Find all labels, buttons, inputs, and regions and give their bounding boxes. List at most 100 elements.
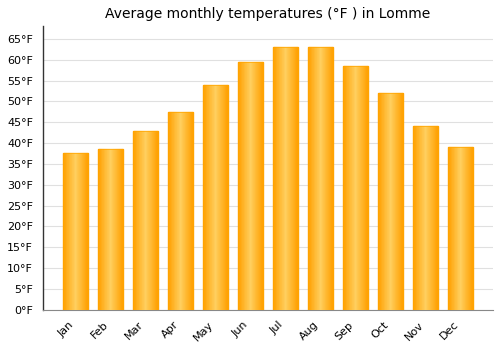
Bar <box>77 154 78 310</box>
Bar <box>345 66 346 310</box>
Bar <box>413 126 414 310</box>
Bar <box>149 131 150 310</box>
Bar <box>240 62 241 310</box>
Bar <box>386 93 388 310</box>
Bar <box>459 147 460 310</box>
Bar <box>145 131 146 310</box>
Bar <box>367 66 368 310</box>
Bar <box>143 131 144 310</box>
Bar <box>382 93 383 310</box>
Bar <box>246 62 248 310</box>
Bar <box>75 154 76 310</box>
Bar <box>151 131 152 310</box>
Bar <box>453 147 454 310</box>
Bar <box>188 112 189 310</box>
Bar <box>417 126 418 310</box>
Bar <box>415 126 416 310</box>
Bar <box>68 154 70 310</box>
Bar <box>238 62 240 310</box>
Bar <box>253 62 254 310</box>
Bar <box>63 154 88 310</box>
Bar <box>452 147 453 310</box>
Bar <box>179 112 180 310</box>
Bar <box>273 47 297 310</box>
Bar <box>315 47 316 310</box>
Bar <box>434 126 435 310</box>
Bar <box>350 66 351 310</box>
Bar <box>66 154 67 310</box>
Bar <box>146 131 147 310</box>
Bar <box>389 93 390 310</box>
Bar <box>79 154 80 310</box>
Bar <box>413 126 438 310</box>
Bar <box>364 66 365 310</box>
Bar <box>106 149 108 310</box>
Bar <box>380 93 381 310</box>
Bar <box>320 47 321 310</box>
Bar <box>148 131 149 310</box>
Bar <box>252 62 253 310</box>
Bar <box>394 93 395 310</box>
Bar <box>400 93 401 310</box>
Bar <box>282 47 283 310</box>
Bar <box>105 149 106 310</box>
Bar <box>358 66 359 310</box>
Bar <box>207 85 208 310</box>
Bar <box>460 147 461 310</box>
Bar <box>378 93 402 310</box>
Bar <box>170 112 171 310</box>
Bar <box>120 149 121 310</box>
Bar <box>327 47 328 310</box>
Bar <box>451 147 452 310</box>
Bar <box>225 85 226 310</box>
Bar <box>383 93 384 310</box>
Bar <box>351 66 352 310</box>
Bar <box>98 149 122 310</box>
Bar <box>248 62 249 310</box>
Bar <box>362 66 364 310</box>
Bar <box>468 147 469 310</box>
Bar <box>214 85 215 310</box>
Bar <box>206 85 207 310</box>
Bar <box>211 85 212 310</box>
Bar <box>287 47 288 310</box>
Bar <box>463 147 464 310</box>
Bar <box>292 47 294 310</box>
Bar <box>186 112 187 310</box>
Bar <box>226 85 227 310</box>
Bar <box>420 126 421 310</box>
Bar <box>413 126 438 310</box>
Bar <box>114 149 116 310</box>
Bar <box>119 149 120 310</box>
Bar <box>133 131 134 310</box>
Bar <box>359 66 360 310</box>
Bar <box>343 66 344 310</box>
Bar <box>294 47 295 310</box>
Bar <box>469 147 470 310</box>
Bar <box>414 126 415 310</box>
Bar <box>241 62 242 310</box>
Bar <box>431 126 432 310</box>
Bar <box>436 126 437 310</box>
Bar <box>356 66 357 310</box>
Bar <box>210 85 211 310</box>
Bar <box>324 47 326 310</box>
Bar <box>254 62 256 310</box>
Bar <box>244 62 245 310</box>
Bar <box>227 85 228 310</box>
Bar <box>291 47 292 310</box>
Bar <box>329 47 330 310</box>
Bar <box>418 126 419 310</box>
Bar <box>275 47 276 310</box>
Bar <box>308 47 310 310</box>
Bar <box>312 47 313 310</box>
Bar <box>437 126 438 310</box>
Bar <box>328 47 329 310</box>
Bar <box>348 66 349 310</box>
Bar <box>256 62 257 310</box>
Bar <box>191 112 192 310</box>
Bar <box>397 93 398 310</box>
Bar <box>173 112 174 310</box>
Bar <box>464 147 465 310</box>
Bar <box>76 154 77 310</box>
